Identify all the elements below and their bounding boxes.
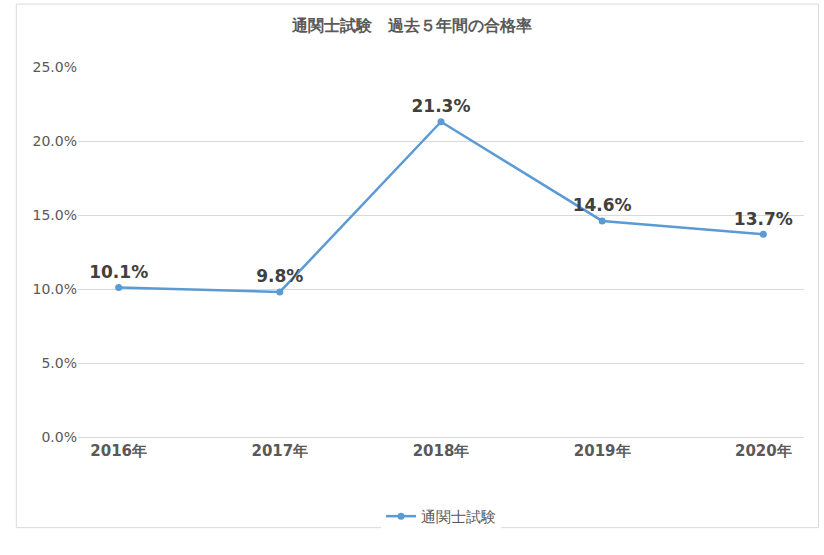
svg-text:2019年: 2019年: [574, 442, 631, 460]
svg-text:2016年: 2016年: [90, 442, 147, 460]
svg-text:2020年: 2020年: [735, 442, 792, 460]
svg-text:0.0%: 0.0%: [41, 429, 77, 445]
svg-text:14.6%: 14.6%: [573, 195, 632, 215]
svg-text:通関士試験: 通関士試験: [421, 508, 496, 526]
svg-text:21.3%: 21.3%: [412, 96, 471, 116]
svg-text:10.1%: 10.1%: [89, 262, 148, 282]
svg-text:2017年: 2017年: [251, 442, 308, 460]
svg-text:通関士試験 過去５年間の合格率: 通関士試験 過去５年間の合格率: [291, 16, 532, 35]
svg-text:2018年: 2018年: [413, 442, 470, 460]
svg-text:5.0%: 5.0%: [41, 355, 77, 371]
svg-text:10.0%: 10.0%: [33, 281, 77, 297]
svg-text:9.8%: 9.8%: [256, 266, 303, 286]
svg-text:15.0%: 15.0%: [33, 207, 77, 223]
svg-text:13.7%: 13.7%: [734, 209, 793, 229]
svg-text:25.0%: 25.0%: [33, 59, 77, 75]
svg-text:20.0%: 20.0%: [33, 133, 77, 149]
